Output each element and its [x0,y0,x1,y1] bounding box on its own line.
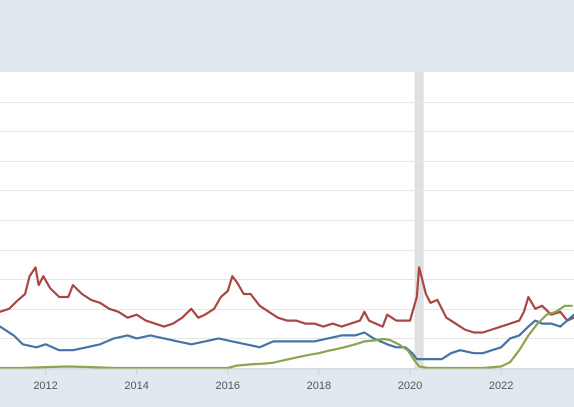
x-tick-label: 2012 [33,380,57,392]
x-tick-label: 2018 [307,380,331,392]
x-tick-label: 2016 [216,380,240,392]
series-group [0,266,574,370]
gridlines-group [0,102,574,369]
series-line-2 [0,313,574,361]
x-tick-label: 2022 [489,380,513,392]
x-tick-label: 2014 [124,380,148,392]
series-line-3 [0,304,573,370]
footer-band [0,369,574,402]
series-line-1 [0,266,574,334]
header-band [0,0,574,72]
x-tick-label: 2020 [398,380,422,392]
x-ticks-group: 2012 2014 2016 2018 2020 2022 [33,369,513,392]
